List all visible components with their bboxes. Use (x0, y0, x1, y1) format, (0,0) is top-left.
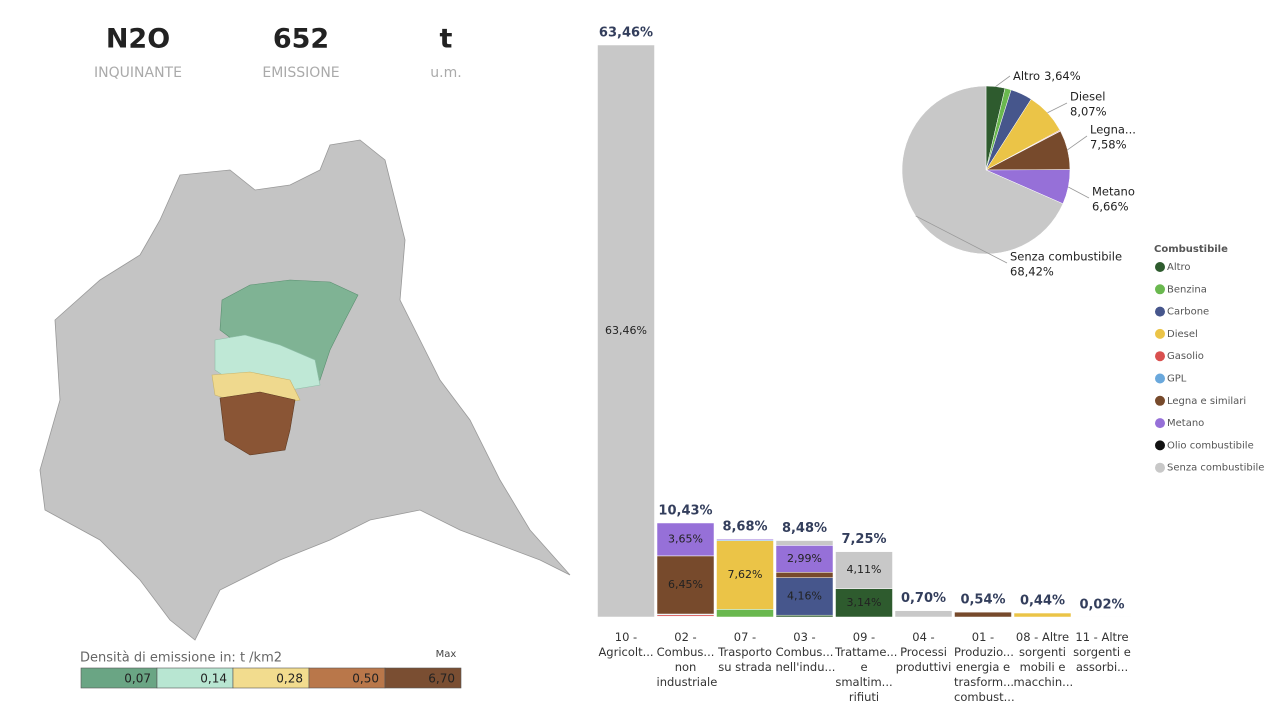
total-label: 8,68% (722, 519, 767, 534)
bar-segment (716, 609, 774, 618)
total-label: 8,48% (782, 521, 827, 536)
legend-label: Gasolio (1167, 351, 1204, 362)
pie-label-name: Metano (1092, 185, 1135, 199)
pie-label-name: Altro (1013, 69, 1040, 83)
bar-segment (954, 611, 1012, 618)
segment-label: 63,46% (605, 324, 647, 337)
map (39, 139, 571, 641)
bar-segment (775, 540, 834, 546)
pie-label-name: Legna... (1090, 123, 1136, 137)
legend-label: Diesel (1167, 329, 1198, 340)
leader-line (915, 215, 1008, 264)
legend-label: Senza combustibile (1167, 463, 1264, 474)
legend-marker (1155, 262, 1165, 272)
legend-label: GPL (1167, 374, 1187, 385)
pie-label-name: Senza combustibile (1010, 250, 1122, 264)
bar-segment (656, 555, 715, 615)
map-legend-max: Max (436, 649, 457, 660)
segment-label: 3,65% (668, 532, 703, 545)
legend-label: Benzina (1167, 284, 1207, 295)
map-legend-label: 0,14 (200, 672, 227, 686)
bar-segment (775, 572, 834, 578)
kpi-label: u.m. (430, 65, 461, 81)
segment-label: 4,16% (787, 589, 822, 602)
legend-label: Carbone (1167, 307, 1209, 318)
total-label: 10,43% (658, 503, 712, 518)
leader-line (1067, 135, 1088, 151)
map-legend-swatch (384, 667, 462, 689)
legend-marker (1155, 395, 1165, 406)
total-label: 0,54% (960, 593, 1005, 608)
pie-label-value: 8,07% (1070, 105, 1107, 119)
legend-marker (1155, 284, 1165, 295)
bar-segment (597, 44, 655, 618)
bar-segment (835, 551, 893, 589)
x-tick-label: 09 - Trattame... e smaltim... rifiuti (835, 630, 898, 704)
segment-label: 3,14% (847, 596, 882, 609)
pie-label: Altro 3,64% (1013, 69, 1081, 83)
leader-line (995, 75, 1011, 87)
segment-label: 4,11% (847, 563, 882, 576)
x-tick-label: 01 - Produzio... energia e trasform... c… (954, 630, 1015, 704)
bar-segment (775, 545, 834, 573)
kpi-label: EMISSIONE (262, 65, 339, 81)
segment-label: 2,99% (787, 552, 822, 565)
legend-marker (1155, 418, 1165, 429)
segment-label: 7,62% (728, 568, 763, 581)
total-label: 7,25% (841, 532, 886, 547)
kpi-value: t (440, 24, 453, 55)
leader-line (1068, 186, 1090, 199)
bar-segment (1013, 612, 1072, 618)
bar-segment (716, 540, 774, 610)
legend-label: Altro (1167, 262, 1191, 273)
x-tick-label: 10 - Agricolt... (598, 630, 654, 659)
bar-segment (656, 522, 715, 557)
legend-marker (1155, 462, 1165, 473)
pie-slice (901, 85, 1064, 255)
legend-marker (1155, 306, 1165, 317)
pie-label-name: Diesel (1070, 90, 1105, 104)
legend-marker (1155, 328, 1165, 339)
total-label: 0,02% (1079, 597, 1124, 612)
map-legend-label: 0,28 (276, 672, 303, 686)
pie-label-value: 7,58% (1090, 138, 1127, 152)
x-tick-label: 02 - Combus... non industriale (656, 630, 718, 689)
legend-label: Legna e similari (1167, 396, 1246, 407)
pie-label-value: 6,66% (1092, 200, 1129, 214)
map-legend-label: 0,07 (124, 672, 151, 686)
x-tick-label: 08 - Altre sorgenti mobili e macchin... (1013, 630, 1074, 689)
segment-label: 6,45% (668, 578, 703, 591)
kpi-value: N2O (106, 24, 170, 55)
bar-segment (716, 538, 774, 541)
map-legend-label: 6,70 (428, 672, 455, 686)
kpi-value: 652 (273, 24, 329, 55)
legend-marker (1155, 351, 1165, 362)
total-label: 63,46% (599, 26, 653, 41)
region-outline (39, 139, 571, 641)
x-tick-label: 07 - Trasporto su strada (718, 630, 772, 674)
legend-title: Combustibile (1154, 244, 1228, 255)
kpi-label: INQUINANTE (94, 65, 182, 81)
bar-segment (894, 610, 953, 618)
leader-line (1047, 102, 1068, 114)
pie-label-value: 3,64% (1044, 69, 1081, 83)
legend-marker (1155, 440, 1165, 451)
total-label: 0,44% (1020, 594, 1065, 609)
legend-label: Olio combustibile (1167, 440, 1254, 451)
map-legend-title: Densità di emissione in: t /km2 (80, 651, 282, 666)
map-legend-label: 0,50 (352, 672, 379, 686)
legend-marker (1155, 373, 1165, 384)
bar-segment (775, 614, 834, 618)
x-tick-label: 04 - Processi produttivi (895, 630, 952, 674)
x-tick-label: 03 - Combus... nell'indu... (775, 630, 836, 674)
bar-segment (775, 577, 834, 616)
zone-high (219, 391, 296, 456)
total-label: 0,70% (901, 591, 946, 606)
pie-label-value: 68,42% (1010, 265, 1054, 279)
x-tick-label: 11 - Altre sorgenti e assorbi... (1073, 630, 1131, 674)
legend-label: Metano (1167, 418, 1204, 429)
bar-segment (835, 588, 893, 618)
